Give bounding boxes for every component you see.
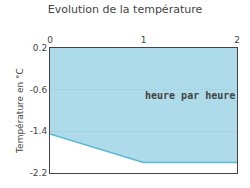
svg-text:Evolution de la température: Evolution de la température [48, 3, 203, 16]
svg-text:2: 2 [234, 35, 240, 45]
svg-text:1: 1 [141, 35, 147, 45]
svg-text:-1.4: -1.4 [30, 126, 48, 136]
svg-text:heure par heure: heure par heure [145, 90, 235, 101]
svg-text:0: 0 [47, 35, 53, 45]
svg-text:-0.6: -0.6 [30, 85, 48, 95]
svg-text:Température en °C: Température en °C [15, 68, 25, 154]
svg-text:-2.2: -2.2 [30, 168, 48, 178]
svg-text:0.2: 0.2 [33, 43, 47, 53]
